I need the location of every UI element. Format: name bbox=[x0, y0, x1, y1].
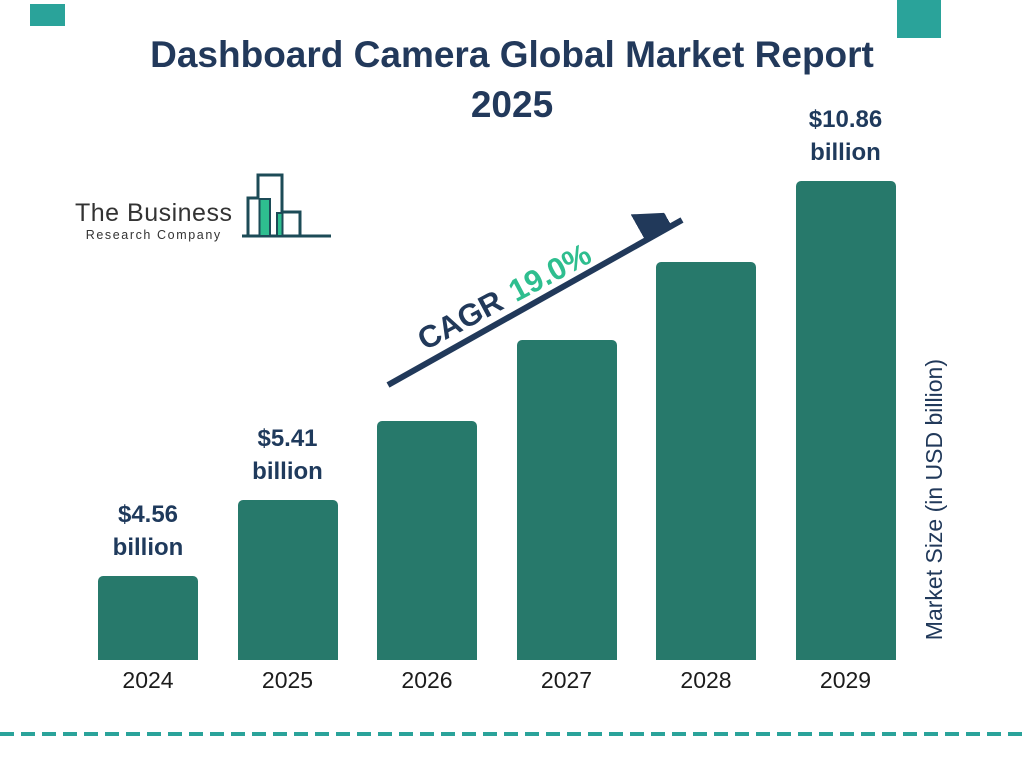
value-amount: $5.41 bbox=[257, 425, 318, 452]
bar-column-2026: 2026 bbox=[377, 421, 477, 693]
bar-column-2027: 2027 bbox=[516, 340, 617, 693]
growth-arrow-icon bbox=[386, 195, 684, 388]
x-tick-2025: 2025 bbox=[261, 667, 314, 693]
page-title-line2: 2025 bbox=[470, 84, 554, 125]
bar-2027 bbox=[516, 340, 617, 660]
bar-chart-logo-icon bbox=[242, 173, 332, 238]
bar-column-2028: 2028 bbox=[656, 262, 756, 693]
bar-2024 bbox=[98, 576, 198, 660]
bottom-dashed-divider bbox=[0, 732, 1024, 736]
bar-value-label-2029: $10.86 billion bbox=[766, 103, 926, 169]
value-unit: billion bbox=[810, 139, 881, 166]
bar-2025 bbox=[237, 500, 338, 660]
x-tick-2027: 2027 bbox=[540, 667, 593, 693]
logo-name: The Business bbox=[75, 199, 233, 227]
value-unit: billion bbox=[252, 458, 323, 485]
bar-2028 bbox=[656, 262, 756, 660]
company-logo-text: The Business Research Company bbox=[75, 200, 232, 242]
logo-subname: Research Company bbox=[85, 228, 222, 242]
x-tick-2028: 2028 bbox=[680, 667, 732, 693]
bar-chart: $4.56 billion 2024 $5.41 billion 2025 20… bbox=[98, 106, 896, 693]
corner-accent-top-right bbox=[897, 0, 941, 38]
company-logo: The Business Research Company bbox=[75, 168, 334, 246]
value-unit: billion bbox=[112, 534, 184, 561]
corner-accent-top-left bbox=[30, 4, 65, 26]
bar-value-label-2025: $5.41 billion bbox=[208, 422, 368, 488]
bar-2026 bbox=[377, 421, 477, 660]
bar-column-2029: $10.86 billion 2029 bbox=[795, 106, 896, 693]
bar-column-2025: $5.41 billion 2025 bbox=[237, 425, 338, 693]
bar-2029 bbox=[795, 181, 896, 660]
x-tick-2024: 2024 bbox=[122, 667, 174, 693]
bar-value-label-2024: $4.56 billion bbox=[68, 498, 228, 564]
value-amount: $4.56 bbox=[117, 501, 179, 528]
y-axis: Market Size (in USD billion) bbox=[914, 330, 954, 670]
value-amount: $10.86 bbox=[808, 106, 883, 133]
y-axis-label: Market Size (in USD billion) bbox=[920, 359, 947, 641]
page-title-line1: Dashboard Camera Global Market Report bbox=[150, 34, 874, 75]
x-tick-2029: 2029 bbox=[819, 667, 872, 693]
bar-column-2024: $4.56 billion 2024 bbox=[98, 501, 198, 693]
x-tick-2026: 2026 bbox=[401, 667, 453, 693]
page-title: Dashboard Camera Global Market Report 20… bbox=[0, 30, 1024, 130]
